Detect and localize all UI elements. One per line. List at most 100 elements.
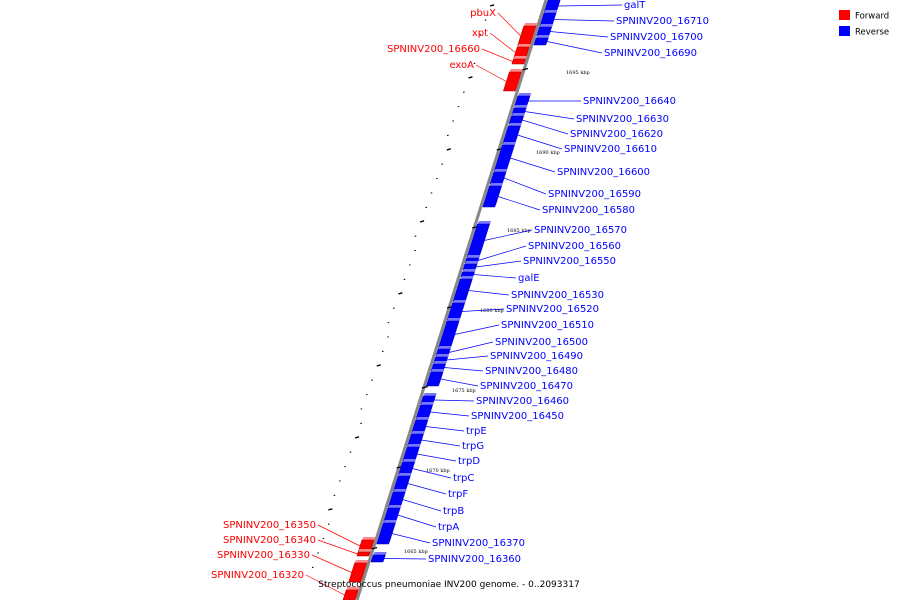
gene-leader-line [446,355,489,361]
gene-feature [392,473,412,492]
gene-leader-line [553,19,615,22]
minor-tick [446,134,449,137]
major-tick [421,385,428,389]
minor-tick [414,235,417,237]
legend-forward-label: Forward [855,12,889,22]
gene-label: SPNINV200_16330 [217,550,310,561]
minor-tick [468,76,473,79]
minor-tick [473,62,476,65]
gene-label: trpA [438,522,459,533]
minor-tick [452,120,455,122]
gene-label: SPNINV200_16450 [471,411,564,422]
gene-leader-line [524,111,575,120]
gene-label: SPNINV200_16570 [534,225,627,236]
minor-tick [414,249,417,252]
genome-backbone [355,0,548,600]
gene-leader-line [305,574,345,596]
gene-label: SPNINV200_16690 [604,48,697,59]
gene-label: SPNINV200_16480 [485,366,578,377]
gene-feature [539,10,558,27]
gene-features [342,0,561,600]
gene-feature [398,459,416,476]
gene-leader-line [510,157,556,173]
minor-tick [430,192,433,194]
tick-label: 1680 kbp [480,308,504,314]
minor-tick [360,422,363,425]
gene-leader-line [461,308,505,312]
gene-label: SPNINV200_16590 [548,189,641,200]
minor-tick [365,393,368,396]
gene-label: trpD [458,456,480,467]
minor-tick [473,48,476,50]
gene-leader-line [384,558,427,560]
gene-feature [462,261,479,271]
gene-feature [513,44,531,59]
gene-leader-line [407,483,447,495]
gene-label: pbuX [470,8,496,19]
major-tick [370,546,378,550]
legend-forward-swatch [839,10,850,20]
gene-leader-line [430,411,470,417]
gene-label: trpG [462,441,484,452]
tick-label: 1690 kbp [536,150,560,156]
gene-leader-line [497,196,541,211]
legend-reverse-swatch [839,26,850,36]
gene-label: SPNINV200_16550 [523,256,616,267]
minor-tick [435,177,438,180]
gene-label: SPNINV200_16610 [564,144,657,155]
minor-tick [479,33,482,36]
gene-feature [502,69,523,92]
gene-leader-line [440,378,479,387]
gene-label: trpE [466,426,487,437]
tick-marks: 1695 kbp 1690 kbp 1685 kbp 1680 kbp 1675 kbp… [311,4,590,569]
gene-label: SPNINV200_16660 [387,44,480,55]
minor-tick [446,148,451,151]
gene-feature [383,505,402,523]
gene-leader-line [497,12,521,37]
gene-leader-line [416,453,457,462]
gene-feature [370,552,387,563]
minor-tick [419,220,425,223]
minor-tick [317,552,320,554]
minor-tick [333,494,336,497]
gene-label: SPNINV200_16620 [570,129,663,140]
gene-label: SPNINV200_16640 [583,96,676,107]
gene-label: SPNINV200_16710 [616,16,709,27]
minor-tick [344,465,347,468]
gene-feature [533,35,550,46]
gene-leader-line [433,399,475,402]
gene-feature [536,24,553,37]
gene-label: SPNINV200_16490 [490,351,583,362]
gene-leader-line [468,290,510,296]
minor-tick [311,566,314,569]
minor-tick [403,278,406,281]
minor-tick [425,206,428,209]
gene-label: SPNINV200_16580 [542,205,635,216]
gene-label: galT [624,0,646,11]
gene-feature [460,269,476,278]
gene-feature [446,300,467,321]
minor-tick [392,307,395,309]
minor-tick [338,480,341,482]
gene-feature [376,520,397,545]
minor-tick [457,105,460,108]
gene-leader-line [421,439,461,447]
minor-tick [327,523,330,525]
gene-feature [511,56,527,65]
gene-leader-line [484,229,533,241]
tick-label: 1675 kbp [452,388,476,394]
tick-label: 1695 kbp [566,70,590,76]
minor-tick [376,364,381,367]
gene-label: trpF [448,489,468,500]
genome-caption: Streptococcus pneumoniae INV200 genome. … [318,580,579,590]
minor-tick [349,451,352,453]
gene-label: SPNINV200_16340 [223,535,316,546]
minor-tick [398,292,403,295]
gene-leader-line [475,260,522,268]
gene-label: SPNINV200_16360 [428,554,521,565]
gene-label: xpt [472,28,488,39]
tick-label: 1665 kbp [404,549,428,555]
gene-leader-line [546,41,603,54]
minor-tick [408,264,411,266]
